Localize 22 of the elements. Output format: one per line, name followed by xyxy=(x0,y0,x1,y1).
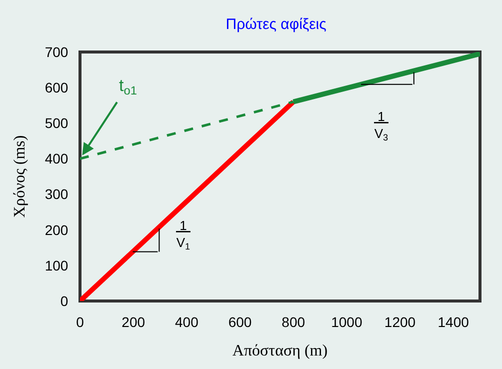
annotation: 1 V$_{3}$ xyxy=(374,109,388,143)
y-tick-label: 200 xyxy=(44,222,68,238)
x-tick-label: 800 xyxy=(282,314,306,330)
x-axis-title: Απόσταση (m) xyxy=(232,342,328,360)
x-tick-label: 400 xyxy=(174,314,199,330)
chart-title: Πρώτες αφίξεις xyxy=(226,16,326,33)
y-tick-label: 300 xyxy=(44,186,68,202)
y-tick-label: 500 xyxy=(44,115,68,132)
x-tick-label: 1200 xyxy=(384,314,416,330)
annotation: 1 V$_{1}$ xyxy=(176,218,190,252)
y-tick-label: 600 xyxy=(44,79,68,96)
x-tick-label: 0 xyxy=(76,314,84,330)
y-tick-label: 100 xyxy=(44,257,68,274)
x-tick-label: 600 xyxy=(228,314,252,330)
x-tick-label: 1400 xyxy=(438,314,470,330)
y-tick-label: 400 xyxy=(44,150,68,167)
x-tick-label: 200 xyxy=(122,314,146,330)
y-axis-title: Χρόνος (ms) xyxy=(12,135,29,218)
annotation: t$_{o1}$ xyxy=(119,76,138,98)
y-tick-label: 700 xyxy=(44,44,68,60)
y-tick-label: 0 xyxy=(60,292,68,309)
x-tick-label: 1000 xyxy=(331,314,362,330)
